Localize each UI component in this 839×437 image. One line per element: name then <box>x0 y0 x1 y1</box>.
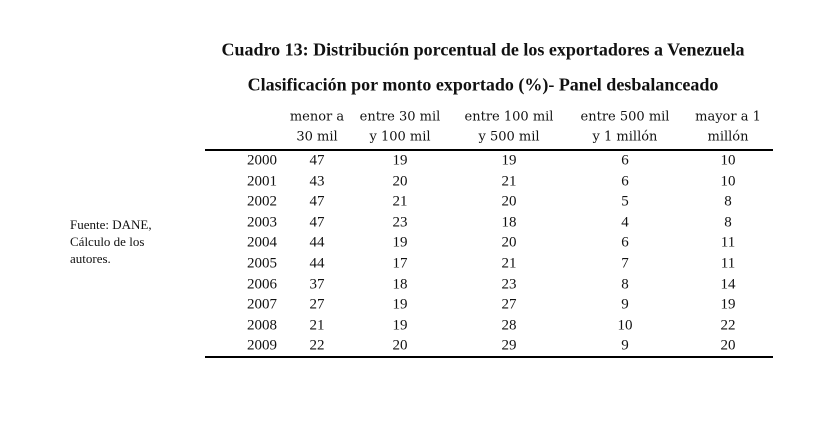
column-header: 30 mil <box>296 129 338 145</box>
table-cell: 7 <box>621 255 629 272</box>
table-cell: 37 <box>309 276 325 293</box>
table-cell: 19 <box>720 296 736 313</box>
table-cell: 20 <box>720 337 736 354</box>
table-cell: 47 <box>309 214 325 231</box>
table-cell: 21 <box>392 193 408 210</box>
table-cell: 20 <box>501 234 517 251</box>
table-cell: 23 <box>392 214 408 231</box>
row-year: 2009 <box>247 337 277 354</box>
table-cell: 11 <box>720 255 736 272</box>
table-cell: 5 <box>621 193 629 210</box>
table-cell: 8 <box>724 193 732 210</box>
source-note: autores. <box>70 251 111 266</box>
table-cell: 23 <box>501 276 517 293</box>
table-cell: 22 <box>309 337 325 354</box>
table-cell: 27 <box>501 296 517 313</box>
column-header: y 500 mil <box>478 129 540 145</box>
table-cell: 6 <box>621 234 629 251</box>
row-year: 2005 <box>247 255 277 272</box>
table-cell: 9 <box>621 337 629 354</box>
table-cell: 44 <box>309 255 325 272</box>
row-year: 2004 <box>247 234 277 251</box>
table-cell: 10 <box>720 173 736 190</box>
source-note: Cálculo de los <box>70 234 145 249</box>
table-cell: 20 <box>392 173 408 190</box>
table-cell: 43 <box>309 173 325 190</box>
column-header: entre 30 mil <box>359 109 441 125</box>
table-cell: 18 <box>392 276 408 293</box>
table-cell: 28 <box>501 317 517 334</box>
header-rule <box>205 149 773 151</box>
column-header: y 1 millón <box>592 129 658 145</box>
table-cell: 19 <box>392 296 408 313</box>
row-year: 2000 <box>247 152 277 169</box>
table-cell: 6 <box>621 173 629 190</box>
table-cell: 27 <box>309 296 325 313</box>
table-cell: 21 <box>501 173 517 190</box>
table-cell: 6 <box>621 152 629 169</box>
table-cell: 19 <box>501 152 517 169</box>
row-year: 2008 <box>247 317 277 334</box>
row-year: 2003 <box>247 214 277 231</box>
table-cell: 8 <box>621 276 629 293</box>
table-cell: 10 <box>617 317 633 334</box>
table-cell: 4 <box>621 214 629 231</box>
table-cell: 47 <box>309 152 325 169</box>
column-header: entre 100 mil <box>464 109 554 125</box>
row-year: 2002 <box>247 193 277 210</box>
column-header: entre 500 mil <box>580 109 670 125</box>
table-cell: 9 <box>621 296 629 313</box>
column-header: y 100 mil <box>369 129 431 145</box>
table-cell: 22 <box>720 317 736 334</box>
column-header: millón <box>707 129 749 145</box>
row-year: 2001 <box>247 173 277 190</box>
table-cell: 8 <box>724 214 732 231</box>
bottom-rule <box>205 356 773 358</box>
source-note: Fuente: DANE, <box>70 217 152 232</box>
table-title: Cuadro 13: Distribución porcentual de lo… <box>221 39 745 60</box>
table-cell: 19 <box>392 152 408 169</box>
column-header: mayor a 1 <box>695 109 761 125</box>
table-cell: 19 <box>392 234 408 251</box>
table-cell: 19 <box>392 317 408 334</box>
table-subtitle: Clasificación por monto exportado (%)- P… <box>247 74 719 95</box>
table-cell: 20 <box>501 193 517 210</box>
table-cell: 47 <box>309 193 325 210</box>
table-cell: 29 <box>501 337 517 354</box>
table-cell: 20 <box>392 337 408 354</box>
table-cell: 21 <box>309 317 325 334</box>
row-year: 2006 <box>247 276 277 293</box>
table-cell: 17 <box>392 255 408 272</box>
row-year: 2007 <box>247 296 277 313</box>
table-cell: 14 <box>720 276 736 293</box>
table-cell: 21 <box>501 255 517 272</box>
column-header: menor a <box>289 109 345 125</box>
table-cell: 10 <box>720 152 736 169</box>
table-cell: 18 <box>501 214 517 231</box>
table-cell: 44 <box>309 234 325 251</box>
table-cell: 11 <box>720 234 736 251</box>
